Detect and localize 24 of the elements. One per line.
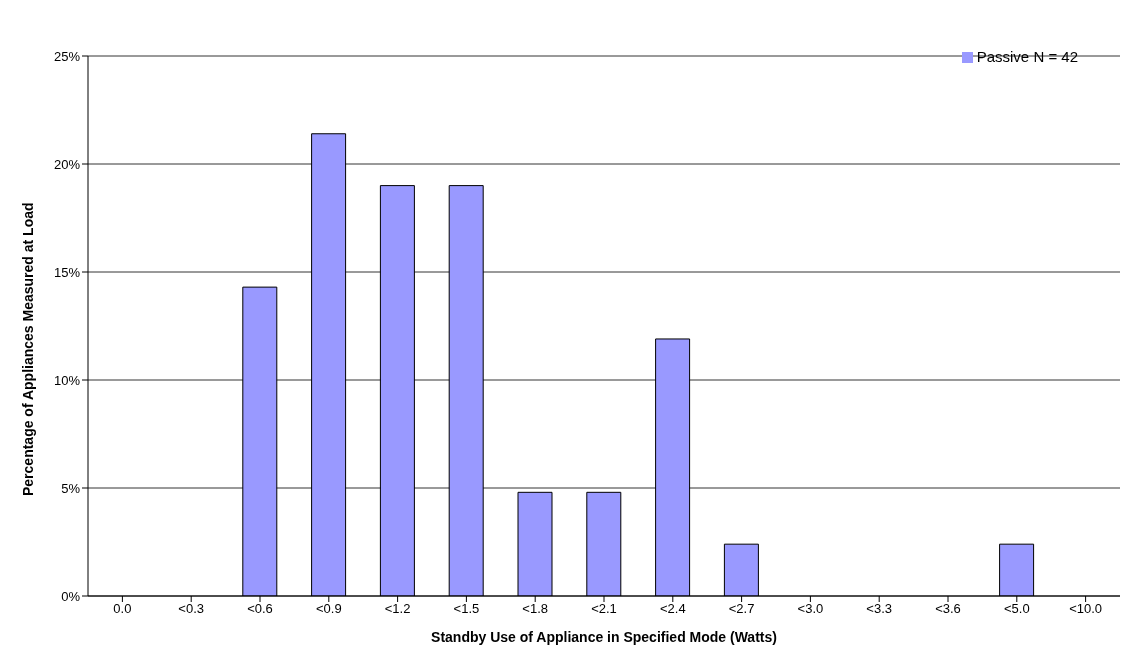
x-tick-label: <0.9 [315, 601, 342, 617]
x-tick-label: <5.0 [1003, 601, 1030, 617]
x-tick-label: <1.5 [453, 601, 480, 617]
y-tick-label: 0% [61, 588, 81, 604]
x-tick-label: <10.0 [1069, 601, 1103, 617]
x-tick-label: <3.3 [866, 601, 893, 617]
x-tick-label: <2.1 [591, 601, 617, 617]
x-tick-label: <0.6 [247, 601, 273, 617]
x-tick-label: <3.6 [935, 601, 961, 617]
y-tick-label: 5% [61, 480, 81, 496]
x-tick-label: <1.8 [522, 601, 549, 617]
y-axis-title: Percentage of Appliances Measured at Load [19, 202, 36, 496]
y-tick-label: 15% [53, 264, 81, 280]
x-tick-label: <1.2 [384, 601, 411, 617]
x-tick-label: <3.0 [797, 601, 824, 617]
x-tick-label: 0.0 [113, 601, 132, 617]
y-tick-label: 10% [53, 372, 81, 388]
x-tick-label: <0.3 [178, 601, 205, 617]
x-tick-label: <2.7 [728, 601, 755, 617]
y-tick-label: 20% [53, 156, 81, 172]
y-tick-label: 25% [53, 48, 81, 64]
x-tick-label: <2.4 [659, 601, 686, 617]
legend-label: Passive N = 42 [976, 48, 1078, 65]
x-axis-title: Standby Use of Appliance in Specified Mode (Watts) [431, 629, 777, 645]
